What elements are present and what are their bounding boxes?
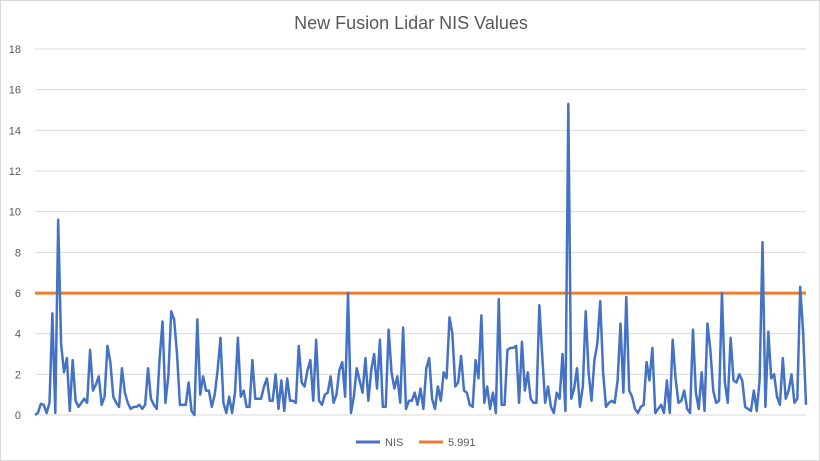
y-tick-label: 2 (15, 369, 21, 381)
legend-item-nis: NIS (385, 437, 403, 449)
y-tick-label: 0 (15, 410, 21, 422)
nis-series-line (34, 102, 808, 417)
y-tick-label: 8 (15, 247, 21, 259)
y-tick-label: 16 (9, 85, 21, 97)
y-tick-label: 18 (9, 44, 21, 56)
y-tick-label: 14 (9, 125, 21, 137)
series-lines (34, 102, 808, 417)
gridlines (35, 48, 806, 416)
y-tick-label: 12 (9, 166, 21, 178)
chart-title: New Fusion Lidar NIS Values (294, 13, 528, 33)
legend: NIS 5.991 (356, 437, 476, 449)
legend-item-threshold: 5.991 (448, 437, 476, 449)
y-tick-label: 4 (15, 329, 21, 341)
y-tick-label: 6 (15, 288, 21, 300)
y-axis-ticks: 0 2 4 6 8 10 12 14 16 18 (9, 44, 21, 422)
y-tick-label: 10 (9, 207, 21, 219)
